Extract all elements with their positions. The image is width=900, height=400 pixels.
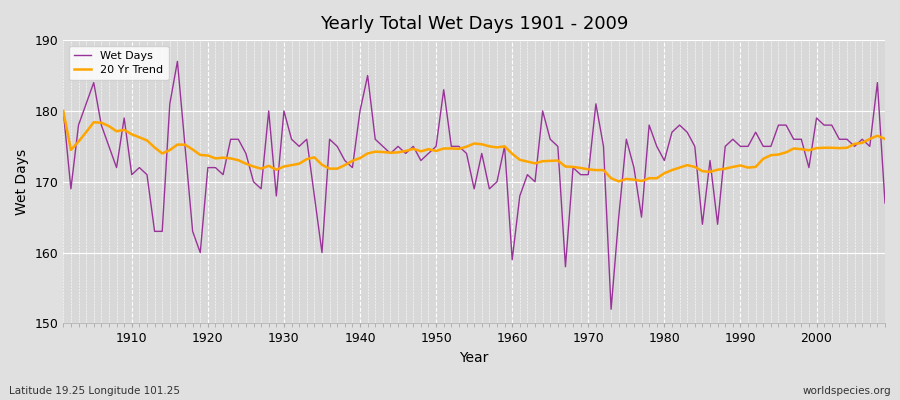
Title: Yearly Total Wet Days 1901 - 2009: Yearly Total Wet Days 1901 - 2009 [320,15,628,33]
20 Yr Trend [58,108,68,113]
Text: worldspecies.org: worldspecies.org [803,386,891,396]
Wet Days [172,59,183,64]
Wet Days [58,108,68,113]
20 Yr Trend [332,166,343,171]
Line: Wet Days: Wet Days [63,61,885,309]
Wet Days [606,307,616,312]
20 Yr Trend [507,151,517,156]
20 Yr Trend [613,179,624,184]
20 Yr Trend [286,163,297,168]
Wet Days [119,116,130,120]
20 Yr Trend [119,128,130,132]
Wet Days [507,257,517,262]
Legend: Wet Days, 20 Yr Trend: Wet Days, 20 Yr Trend [68,46,168,80]
20 Yr Trend [598,168,609,172]
Wet Days [613,215,624,220]
20 Yr Trend [879,136,890,141]
Wet Days [293,144,304,149]
X-axis label: Year: Year [460,351,489,365]
Wet Days [879,201,890,206]
Text: Latitude 19.25 Longitude 101.25: Latitude 19.25 Longitude 101.25 [9,386,180,396]
Line: 20 Yr Trend: 20 Yr Trend [63,111,885,182]
Y-axis label: Wet Days: Wet Days [15,149,29,215]
20 Yr Trend [500,144,510,149]
Wet Days [339,158,350,163]
Wet Days [515,194,526,198]
